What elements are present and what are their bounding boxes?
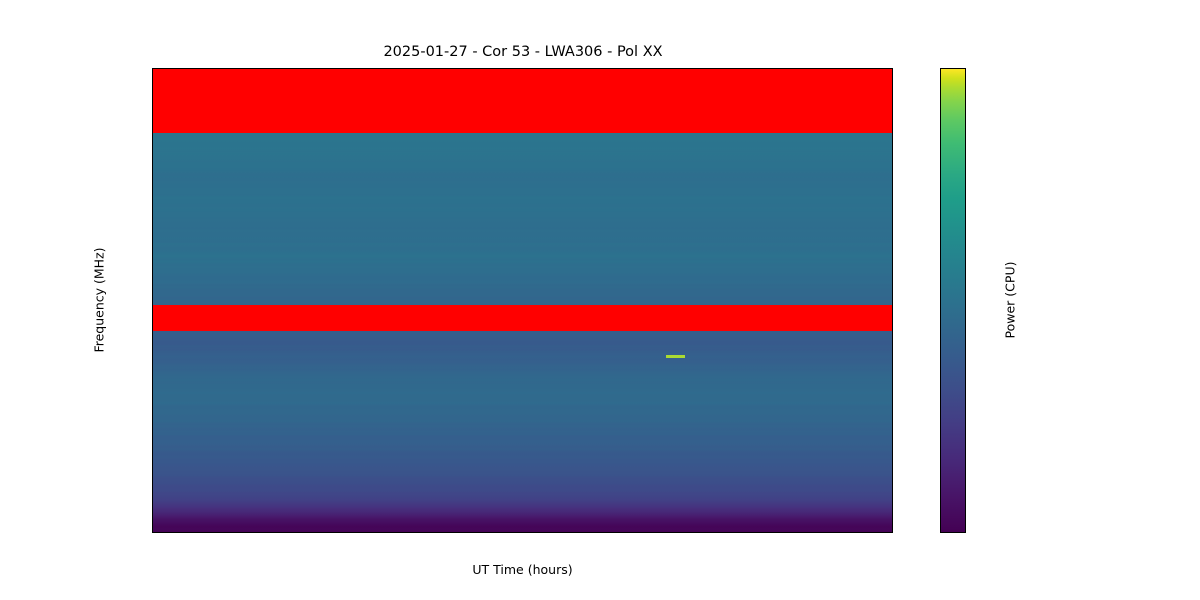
xtick-mark-minor-3 [397,532,398,533]
xtick-mark-minor-2 [285,532,286,533]
cbtick-mark-35 [965,131,966,132]
xtick-mark-minor-4 [509,532,510,533]
cbtick-mark-15 [965,378,966,379]
cbtick-mark-20 [965,316,966,317]
cbtick-mark-30 [965,192,966,193]
cbtick-mark-5 [965,501,966,502]
xtick-mark-minor-1 [173,532,174,533]
cbtick-mark-10 [965,439,966,440]
ytick-mark-20 [152,494,153,495]
bright-rfi-streak [665,355,685,358]
xtick-mark-11 [677,532,678,533]
ytick-mark-50 [152,306,153,307]
plot-title: 2025-01-27 - Cor 53 - LWA306 - Pol XX [383,44,663,60]
ytick-mark-40 [152,368,153,369]
colorbar[interactable]: 5 10 15 20 25 30 35 40 [940,68,966,533]
colorbar-label: Power (CPU) [1002,261,1018,339]
y-axis-label: Frequency (MHz) [91,247,107,353]
ytick-mark-80 [152,117,153,118]
xtick-mark-12 [789,532,790,533]
ytick-mark-30 [152,431,153,432]
mid-flagged-band [153,304,892,331]
spectrogram-image [153,69,892,532]
xtick-mark-8 [341,532,342,533]
xtick-mark-9 [453,532,454,533]
xtick-mark-7 [229,532,230,533]
x-axis-label: UT Time (hours) [472,562,573,577]
xtick-mark-minor-7 [845,532,846,533]
cbtick-mark-40 [965,69,966,70]
cbtick-mark-25 [965,254,966,255]
xtick-mark-minor-6 [733,532,734,533]
upper-flagged-band [153,69,892,133]
ytick-mark-60 [152,243,153,244]
colorbar-gradient [941,69,965,532]
spectrogram-axes[interactable]: 20 30 40 50 60 70 80 7 8 9 10 11 12 [152,68,893,533]
xtick-mark-minor-5 [621,532,622,533]
ytick-mark-70 [152,180,153,181]
xtick-mark-10 [565,532,566,533]
